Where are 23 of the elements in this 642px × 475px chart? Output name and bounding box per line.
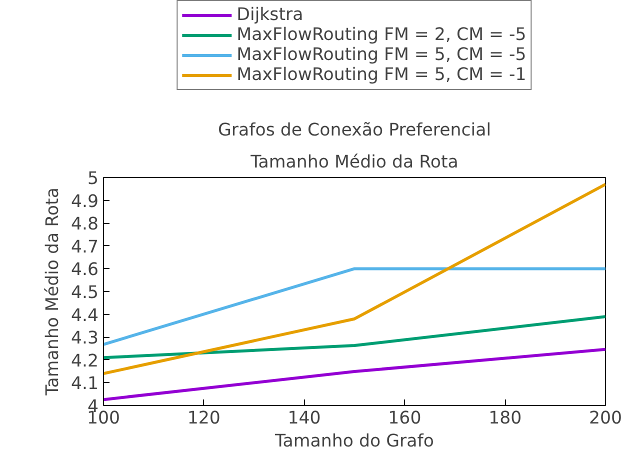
legend-label: MaxFlowRouting FM = 2, CM = -5 <box>236 25 526 45</box>
x-tick-label: 140 <box>288 408 321 428</box>
y-tick-label: 4.1 <box>70 374 99 394</box>
legend-label: Dijkstra <box>236 5 304 25</box>
y-tick-label: 4.6 <box>70 260 99 280</box>
x-tick-label: 200 <box>588 408 622 428</box>
y-tick-label: 4.4 <box>70 306 99 326</box>
y-tick-label: 4.2 <box>70 351 99 372</box>
y-axis-title: Tamanho Médio da Rota <box>42 188 63 396</box>
x-axis-title: Tamanho do Grafo <box>274 432 434 452</box>
y-tick-label: 4.5 <box>70 283 99 303</box>
y-tick-label: 5 <box>87 169 99 189</box>
legend-label: MaxFlowRouting FM = 5, CM = -5 <box>236 45 526 65</box>
x-tick-label: 120 <box>187 408 220 428</box>
chart-subtitle: Tamanho Médio da Rota <box>250 152 458 172</box>
legend-label: MaxFlowRouting FM = 5, CM = -1 <box>236 65 526 85</box>
chart-title: Grafos de Conexão Preferencial <box>218 120 492 140</box>
y-tick-label: 4.7 <box>70 237 99 258</box>
y-tick-label: 4.8 <box>70 214 99 235</box>
y-tick-label: 4.3 <box>70 328 99 349</box>
y-tick-label: 4.9 <box>70 192 99 212</box>
x-tick-label: 160 <box>388 408 422 428</box>
x-tick-label: 180 <box>488 408 522 428</box>
